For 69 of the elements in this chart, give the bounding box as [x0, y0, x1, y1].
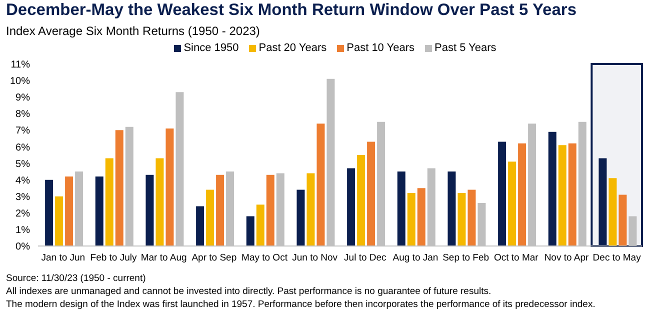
- legend-label: Past 5 Years: [434, 42, 496, 54]
- bar: [548, 132, 556, 246]
- bar: [367, 142, 376, 246]
- bar: [608, 178, 617, 246]
- chart-title: December-May the Weakest Six Month Return Window Over Past 5 Years: [6, 1, 577, 20]
- x-tick-label: Aug to Jan: [392, 252, 438, 264]
- x-tick-label: Oct to Mar: [494, 252, 538, 264]
- bar: [417, 188, 426, 246]
- bar: [458, 193, 466, 246]
- x-tick-label: May to Oct: [242, 252, 288, 264]
- bar: [347, 168, 356, 246]
- bar: [498, 142, 506, 246]
- y-tick-label: 9%: [16, 92, 30, 104]
- y-tick-label: 8%: [16, 109, 30, 120]
- bar: [166, 128, 174, 246]
- legend-label: Past 20 Years: [258, 42, 327, 54]
- x-tick-label: Nov to Apr: [544, 252, 589, 264]
- bar: [206, 190, 214, 246]
- bar: [518, 143, 526, 246]
- y-tick-label: 2%: [16, 208, 30, 220]
- legend-label: Past 10 Years: [346, 42, 415, 54]
- bar: [256, 204, 264, 246]
- x-tick-label: Sep to Feb: [442, 252, 490, 264]
- x-tick-label: Jul to Dec: [344, 252, 387, 264]
- text: All indexes are unmanaged and cannot be invested into directly. Past performance is no guarantee of future results.: [6, 285, 492, 298]
- bar: [156, 158, 164, 246]
- bar: [558, 145, 566, 246]
- source-note: Source: 11/30/23 (1950 - current): [6, 272, 147, 285]
- bar: [45, 180, 54, 246]
- bar: [95, 176, 104, 246]
- y-tick-label: 3%: [16, 192, 30, 203]
- bar: [598, 158, 607, 246]
- bar: [618, 194, 627, 246]
- bar: [306, 173, 315, 246]
- text: The modern design of the Index was first launched in 1957. Performance before then incorporates the performance of its predecessor index.: [6, 298, 596, 311]
- x-tick-label: Apr to Sep: [192, 252, 237, 264]
- bar: [65, 176, 74, 246]
- bar: [105, 158, 114, 246]
- y-tick-label: 4%: [16, 175, 30, 186]
- y-tick-label: 10%: [10, 76, 30, 88]
- bar: [216, 174, 224, 246]
- bar: [468, 190, 476, 246]
- bar: [448, 172, 456, 246]
- bar: [146, 174, 154, 246]
- y-tick-label: 11%: [10, 60, 30, 71]
- x-tick-label: Jan to Jun: [41, 252, 86, 264]
- y-tick-label: 7%: [16, 126, 30, 137]
- chart-subtitle: Index Average Six Month Returns (1950 - 2023): [6, 24, 260, 38]
- bar: [568, 143, 576, 246]
- bar: [266, 174, 274, 246]
- bar: [55, 196, 64, 246]
- bar: [296, 190, 305, 246]
- x-tick-label: Feb to July: [90, 252, 137, 264]
- legend-label: Since 1950: [184, 42, 239, 54]
- bar: [407, 193, 416, 246]
- bar: [115, 130, 124, 246]
- x-tick-label: Mar to Aug: [140, 252, 187, 264]
- bar: [357, 155, 366, 246]
- x-tick-label: Dec to May: [592, 252, 642, 264]
- bar: [316, 124, 325, 246]
- bar: [196, 206, 204, 246]
- y-tick-label: 1%: [16, 225, 30, 236]
- y-tick-label: 6%: [16, 142, 30, 154]
- bar: [397, 172, 406, 246]
- bar: [508, 162, 516, 246]
- y-tick-label: 5%: [16, 158, 30, 170]
- x-tick-label: Jun to Nov: [292, 252, 338, 264]
- y-tick-label: 0%: [16, 242, 30, 253]
- bar: [246, 216, 254, 246]
